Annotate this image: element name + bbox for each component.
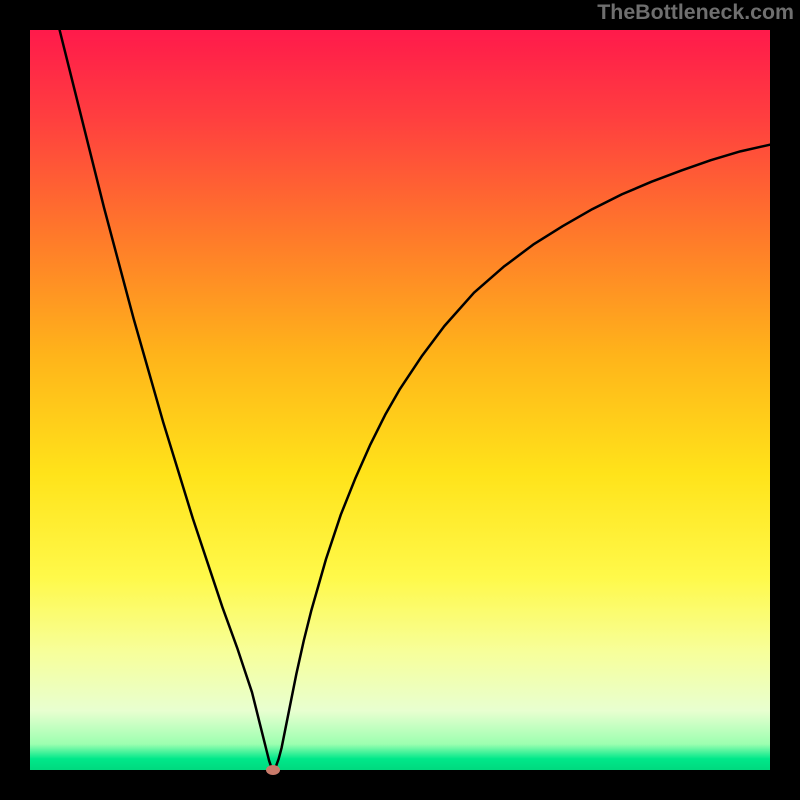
minimum-marker — [266, 765, 280, 775]
bottleneck-curve — [60, 30, 770, 770]
watermark-text: TheBottleneck.com — [597, 0, 794, 25]
chart-frame: TheBottleneck.com — [0, 0, 800, 800]
curve-layer — [30, 30, 770, 770]
plot-area — [30, 30, 770, 770]
